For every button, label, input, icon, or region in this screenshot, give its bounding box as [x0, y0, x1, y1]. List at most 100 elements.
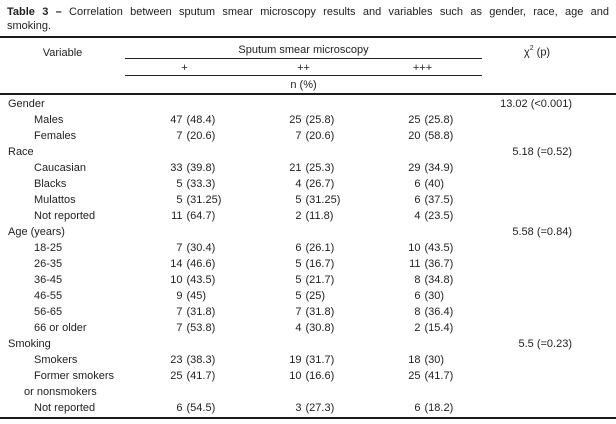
value-percent: (27.3)	[305, 402, 335, 414]
value-cell: 29 (34.9)	[363, 160, 482, 176]
value-percent: (53.8)	[186, 322, 216, 334]
value-count: 10	[408, 242, 421, 254]
value-cell: 20 (58.8)	[363, 128, 482, 144]
value-cell: 5 (16.7)	[244, 256, 363, 272]
value-cell: 5 (31.25)	[125, 192, 244, 208]
table-row: 66 or older 7 (53.8) 4 (30.8) 2 (15.4)	[0, 320, 616, 336]
section-row: Race 5.18 (=0.52)	[0, 144, 616, 160]
value-percent: (30)	[424, 290, 445, 302]
value-count: 10	[289, 370, 302, 382]
row-label-line: Males	[34, 114, 64, 126]
value-count: 7	[176, 306, 183, 318]
value-percent: (41.7)	[424, 370, 454, 382]
row-label-line: 66 or older	[34, 322, 87, 334]
value-count: 7	[295, 130, 302, 142]
value-percent: (26.7)	[305, 178, 335, 190]
row-label: Caucasian	[0, 160, 125, 176]
value-count: 25	[408, 114, 421, 126]
value-percent: (16.7)	[305, 258, 335, 270]
value-cell: 10 (43.5)	[363, 240, 482, 256]
chi-value: 5.5 (=0.23)	[518, 338, 572, 350]
table-row: 46-55 9 (45) 5 (25) 6 (30)	[0, 288, 616, 304]
table-row: Females 7 (20.6) 7 (20.6) 20 (58.8)	[0, 128, 616, 144]
value-cell: 5 (21.7)	[244, 272, 363, 288]
value-percent: (33.3)	[186, 178, 216, 190]
value-cell: 33 (39.8)	[125, 160, 244, 176]
value-cell: 2 (11.8)	[244, 208, 363, 224]
value-count: 6	[295, 242, 302, 254]
row-label-line: Not reported	[34, 402, 96, 414]
row-label-line: Not reported	[34, 210, 96, 222]
value-percent: (58.8)	[424, 130, 454, 142]
value-count: 2	[414, 322, 421, 334]
value-percent: (25)	[305, 290, 326, 302]
row-label: Not reported	[0, 208, 125, 224]
value-percent: (26.1)	[305, 242, 335, 254]
table-row: Not reported 6 (54.5) 3 (27.3) 6 (18.2)	[0, 400, 616, 416]
row-label-line: or nonsmokers	[24, 386, 97, 398]
value-percent: (54.5)	[186, 402, 216, 414]
chi-value: 5.58 (=0.84)	[512, 226, 572, 238]
value-percent: (36.4)	[424, 306, 454, 318]
value-percent: (11.8)	[305, 210, 334, 222]
table-row: Blacks 5 (33.3) 4 (26.7) 6 (40)	[0, 176, 616, 192]
value-percent: (45)	[186, 290, 207, 302]
value-count: 47	[170, 114, 183, 126]
header-plus-plus: ++	[297, 62, 310, 74]
value-percent: (34.8)	[424, 274, 454, 286]
value-cell: 11 (36.7)	[363, 256, 482, 272]
value-count: 8	[414, 306, 421, 318]
value-count: 21	[289, 162, 302, 174]
value-cell: 47 (48.4)	[125, 112, 244, 128]
value-percent: (64.7)	[186, 210, 216, 222]
value-count: 7	[295, 306, 302, 318]
value-percent: (43.5)	[186, 274, 216, 286]
section-row: Age (years) 5.58 (=0.84)	[0, 224, 616, 240]
value-cell: 25 (41.7)	[125, 368, 244, 384]
value-count: 29	[408, 162, 421, 174]
row-label: Mulattos	[0, 192, 125, 208]
row-label-line: Females	[34, 130, 77, 142]
header-plus-plus-plus: +++	[412, 62, 433, 74]
header-subcolumns: + ++ +++	[125, 62, 482, 76]
value-count: 20	[408, 130, 421, 142]
value-count: 6	[176, 402, 183, 414]
value-cell: 3 (27.3)	[244, 400, 363, 416]
caption-text: Correlation between sputum smear microsc…	[69, 6, 609, 18]
header-row-1: Variable Sputum smear microscopy χ2 (p)	[0, 38, 616, 59]
value-cell: 4 (26.7)	[244, 176, 363, 192]
value-percent: (31.8)	[305, 306, 335, 318]
chi-value: 5.18 (=0.52)	[512, 146, 572, 158]
row-label: 18-25	[0, 240, 125, 256]
value-percent: (31.7)	[305, 354, 335, 366]
value-percent: (25.8)	[424, 114, 454, 126]
value-cell: 25 (41.7)	[363, 368, 482, 384]
value-percent: (38.3)	[186, 354, 216, 366]
value-cell: 4 (30.8)	[244, 320, 363, 336]
row-label: 26-35	[0, 256, 125, 272]
rule-header-bottom	[0, 93, 616, 95]
value-count: 2	[295, 210, 302, 222]
value-cell: 23 (38.3)	[125, 352, 244, 368]
table-row: Not reported 11 (64.7) 2 (11.8) 4 (23.5)	[0, 208, 616, 224]
value-percent: (46.6)	[186, 258, 216, 270]
row-label-line: Blacks	[34, 178, 67, 190]
row-label-line: Smokers	[34, 354, 78, 366]
value-percent: (31.25)	[305, 194, 341, 206]
value-percent: (25.8)	[305, 114, 335, 126]
table-row: 26-35 14 (46.6) 5 (16.7) 11 (36.7)	[0, 256, 616, 272]
value-cell: 6 (37.5)	[363, 192, 482, 208]
value-percent: (40)	[424, 178, 445, 190]
value-cell: 5 (25)	[244, 288, 363, 304]
value-count: 5	[295, 290, 302, 302]
value-cell: 14 (46.6)	[125, 256, 244, 272]
section-label: Age (years)	[8, 226, 65, 238]
value-percent: (36.7)	[424, 258, 454, 270]
value-cell: 19 (31.7)	[244, 352, 363, 368]
value-cell: 9 (45)	[125, 288, 244, 304]
row-label-line: 18-25	[34, 242, 63, 254]
value-percent: (23.5)	[424, 210, 454, 222]
table-row: Males 47 (48.4) 25 (25.8) 25 (25.8)	[0, 112, 616, 128]
value-percent: (16.6)	[305, 370, 335, 382]
value-count: 18	[408, 354, 421, 366]
